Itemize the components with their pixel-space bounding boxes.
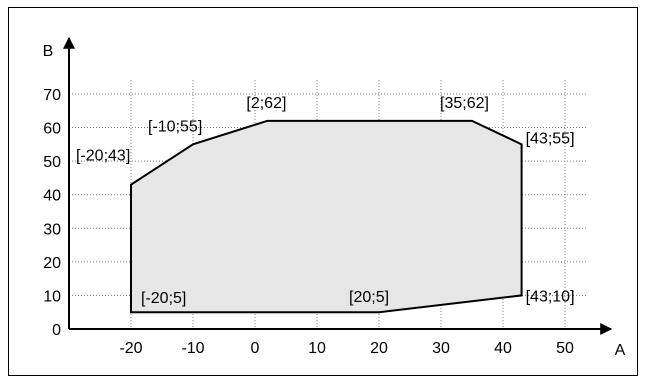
- point-labels: [-20;5] [20;5] [43;10] [43;55] [35;62] [2;62]…: [76, 95, 575, 307]
- vertex-label: [35;62]: [440, 95, 489, 112]
- envelope-area: [130, 119, 523, 314]
- envelope-vertex-4: [471, 119, 473, 122]
- y-tick-label: 20: [43, 255, 61, 272]
- vertex-label: [43;10]: [526, 288, 575, 305]
- x-tick-label: 20: [370, 340, 388, 357]
- y-tick-label: 50: [43, 154, 61, 171]
- x-tick-label: 50: [556, 340, 574, 357]
- y-axis-label: B: [43, 43, 54, 60]
- envelope-vertex-5: [266, 119, 269, 122]
- vertex-label: [20;5]: [349, 289, 389, 306]
- chart-frame: A B -20 -10 0 10 20 30 40 50 0 10 20 30 40 50 60 70 [-2…: [8, 7, 638, 376]
- vertex-label: [-10;55]: [148, 118, 202, 135]
- y-tick-label: 0: [52, 322, 61, 339]
- x-tick-label: 30: [432, 340, 450, 357]
- vertex-label: [-20;5]: [141, 290, 186, 307]
- y-tick-label: 70: [43, 87, 61, 104]
- vertex-label: [-20;43]: [76, 148, 130, 165]
- envelope-vertex-0: [130, 311, 132, 314]
- envelope-vertex-3: [520, 143, 523, 146]
- x-tick-label: -10: [181, 340, 204, 357]
- envelope-vertex-1: [378, 311, 380, 314]
- x-axis-label: A: [615, 342, 626, 359]
- envelope-vertex-7: [130, 183, 132, 186]
- y-tick-label: 30: [43, 221, 61, 238]
- x-tick-label: -20: [119, 340, 142, 357]
- x-tick-label: 0: [251, 340, 260, 357]
- y-tick-label: 40: [43, 188, 61, 205]
- operating-envelope: [130, 119, 523, 314]
- vertex-label: [2;62]: [246, 95, 286, 112]
- tick-labels: -20 -10 0 10 20 30 40 50 0 10 20 30 40 50 60 70: [43, 87, 574, 357]
- x-tick-label: 10: [308, 340, 326, 357]
- y-tick-label: 60: [43, 121, 61, 138]
- envelope-vertex-2: [520, 294, 523, 297]
- y-tick-label: 10: [43, 288, 61, 305]
- vertex-label: [43;55]: [526, 130, 575, 147]
- envelope-vertex-6: [192, 143, 194, 146]
- x-tick-label: 40: [494, 340, 512, 357]
- envelope-chart: A B -20 -10 0 10 20 30 40 50 0 10 20 30 40 50 60 70 [-2…: [43, 36, 626, 359]
- axes: A B: [43, 36, 626, 359]
